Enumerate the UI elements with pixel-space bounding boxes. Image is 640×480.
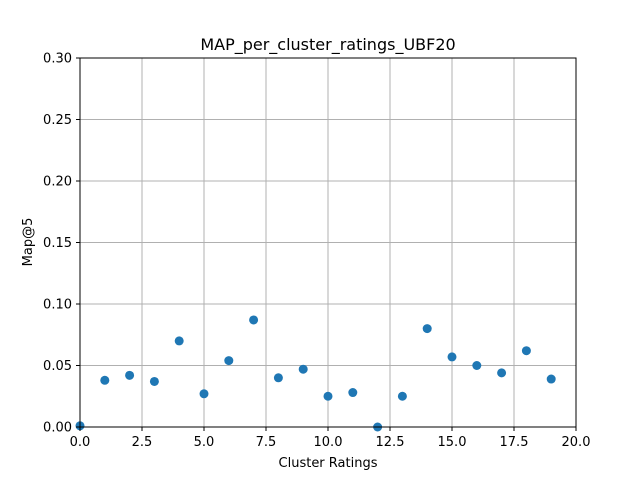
data-point [521, 346, 531, 356]
data-point [273, 373, 283, 383]
x-tick-label: 15.0 [438, 435, 467, 450]
x-tick-label: 2.5 [132, 435, 153, 450]
data-point [447, 352, 457, 362]
x-tick-label: 20.0 [562, 435, 591, 450]
x-axis-ticks: 0.0 2.5 5.0 7.5 10.0 12.5 15.0 17.5 20.0 [70, 427, 591, 450]
y-axis-label: Map@5 [21, 218, 36, 267]
x-tick-label: 7.5 [256, 435, 277, 450]
y-tick-label: 0.20 [43, 175, 72, 190]
data-point [298, 364, 308, 374]
y-tick-label: 0.00 [43, 421, 72, 436]
y-tick-label: 0.10 [43, 298, 72, 313]
data-point [100, 375, 110, 385]
data-point [125, 370, 135, 380]
x-tick-label: 17.5 [500, 435, 529, 450]
data-point [422, 324, 432, 334]
data-point [224, 356, 234, 366]
data-point [199, 389, 209, 399]
chart-title: MAP_per_cluster_ratings_UBF20 [200, 35, 455, 55]
y-tick-label: 0.15 [43, 236, 72, 251]
y-axis-ticks: 0.00 0.05 0.10 0.15 0.20 0.25 0.30 [43, 52, 80, 436]
x-tick-label: 0.0 [70, 435, 91, 450]
data-point [546, 374, 556, 384]
data-point [397, 391, 407, 401]
data-point [149, 376, 159, 386]
y-tick-label: 0.05 [43, 359, 72, 374]
data-point [348, 388, 358, 398]
data-points [75, 315, 556, 432]
data-point [174, 336, 184, 346]
y-tick-label: 0.30 [43, 52, 72, 67]
data-point [249, 315, 259, 325]
data-point [472, 361, 482, 370]
x-axis-label: Cluster Ratings [279, 456, 378, 471]
data-point [323, 391, 333, 401]
x-tick-label: 5.0 [194, 435, 215, 450]
grid-lines [79, 57, 577, 428]
x-tick-label: 12.5 [376, 435, 405, 450]
y-tick-label: 0.25 [43, 113, 72, 128]
x-tick-label: 10.0 [314, 435, 343, 450]
data-point [497, 368, 507, 378]
